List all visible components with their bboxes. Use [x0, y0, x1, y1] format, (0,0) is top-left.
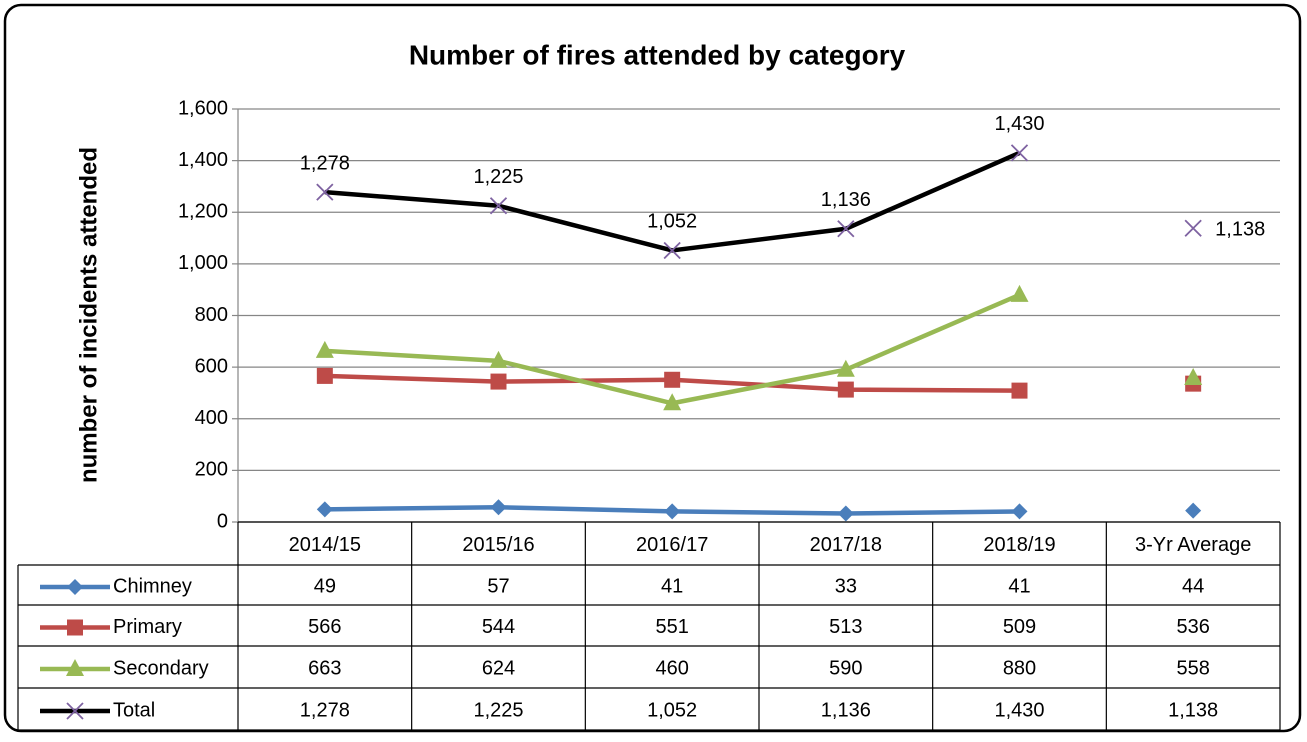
data-label: 1,278: [300, 152, 350, 174]
y-tick-label: 400: [195, 407, 228, 429]
table-cell: 460: [655, 657, 688, 679]
table-cell: 558: [1176, 657, 1209, 679]
x-tick-label: 2015/16: [462, 534, 534, 556]
table-cell: 1,052: [647, 699, 697, 721]
chart-border: [3, 3, 1302, 733]
x-tick-label: 2018/19: [983, 534, 1055, 556]
table-cell: 536: [1176, 616, 1209, 638]
y-tick-label: 1,000: [178, 252, 228, 274]
table-cell: 566: [308, 616, 341, 638]
legend-label: Secondary: [113, 657, 209, 679]
y-tick-label: 1,600: [178, 97, 228, 119]
x-tick-label: 3-Yr Average: [1135, 534, 1251, 556]
x-tick-label: 2017/18: [810, 534, 882, 556]
data-point: [837, 381, 854, 398]
table-cell: 880: [1003, 657, 1036, 679]
table-cell: 1,138: [1168, 699, 1218, 721]
x-tick-label: 2016/17: [636, 534, 708, 556]
table-cell: 1,430: [994, 699, 1044, 721]
data-point: [315, 340, 334, 358]
data-point: [489, 350, 508, 368]
legend-label: Total: [113, 699, 155, 721]
y-tick-label: 1,200: [178, 201, 228, 223]
table-cell: 1,278: [300, 699, 350, 721]
table-cell: 544: [482, 616, 515, 638]
table-cell: 49: [314, 575, 336, 597]
data-point: [664, 503, 681, 520]
legend-label: Primary: [113, 616, 182, 638]
data-label: 1,138: [1215, 219, 1265, 241]
data-point: [490, 373, 507, 390]
data-point: [837, 220, 855, 238]
y-tick-label: 200: [195, 459, 228, 481]
table-cell: 509: [1003, 616, 1036, 638]
data-point: [316, 183, 334, 201]
data-point: [316, 501, 333, 518]
table-cell: 551: [655, 616, 688, 638]
y-tick-label: 1,400: [178, 149, 228, 171]
average-point: [1184, 219, 1202, 237]
y-tick-label: 0: [217, 510, 228, 532]
data-point: [490, 499, 507, 516]
table-cell: 1,136: [821, 699, 871, 721]
data-point: [1011, 382, 1028, 399]
data-point: [664, 371, 681, 388]
data-label: 1,136: [821, 189, 871, 211]
y-tick-label: 800: [195, 304, 228, 326]
data-point: [489, 197, 508, 215]
data-point: [1011, 503, 1028, 520]
data-point: [836, 359, 855, 377]
average-point: [1184, 367, 1203, 385]
y-tick-label: 600: [195, 355, 228, 377]
table-cell: 33: [835, 575, 857, 597]
legend-label: Chimney: [113, 575, 192, 597]
table-cell: 41: [1008, 575, 1030, 597]
table-cell: 663: [308, 657, 341, 679]
average-point: [1185, 502, 1202, 519]
data-point: [316, 367, 333, 384]
legend-marker: [67, 619, 83, 636]
data-point: [837, 505, 854, 522]
chart-title: Number of fires attended by category: [409, 39, 906, 70]
legend-marker: [66, 659, 84, 676]
data-label: 1,430: [994, 113, 1044, 135]
table-cell: 624: [482, 657, 515, 679]
legend-marker: [67, 579, 83, 595]
table-cell: 41: [661, 575, 683, 597]
table-cell: 57: [487, 575, 509, 597]
y-axis-label: number of incidents attended: [75, 147, 102, 483]
legend-marker: [66, 702, 84, 720]
table-cell: 513: [829, 616, 862, 638]
table-cell: 44: [1182, 575, 1204, 597]
data-label: 1,052: [647, 211, 697, 233]
data-point: [663, 241, 681, 260]
data-point: [1010, 284, 1029, 302]
data-point: [663, 393, 682, 411]
data-point: [1010, 144, 1029, 162]
table-cell: 1,225: [473, 699, 523, 721]
data-label: 1,225: [473, 166, 523, 188]
x-tick-label: 2014/15: [289, 534, 361, 556]
table-cell: 590: [829, 657, 862, 679]
